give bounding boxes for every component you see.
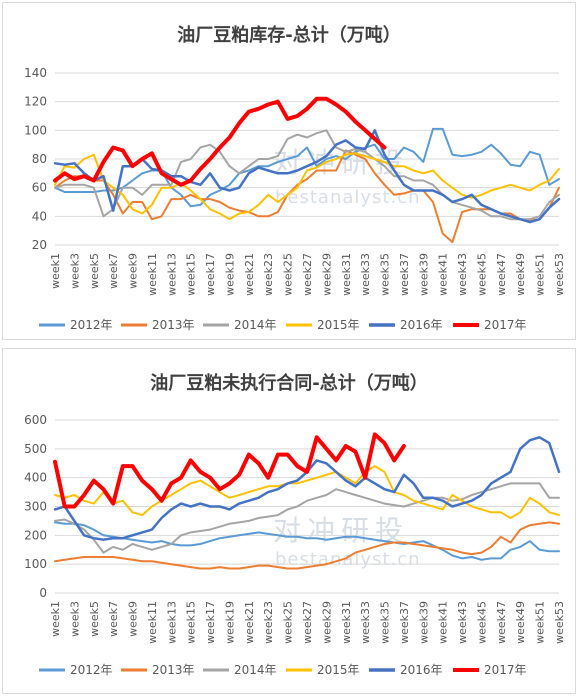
series-line-5: [53, 96, 387, 187]
x-tick-label: week27: [301, 601, 314, 644]
x-tick-label: week15: [185, 601, 198, 644]
y-tick-label: 600: [24, 413, 47, 427]
legend-label: 2014年: [234, 318, 277, 332]
series-line-0: [54, 127, 560, 208]
x-tick-label: week5: [88, 601, 101, 637]
watermark-en: bestanalyst.cn: [275, 187, 421, 208]
series-line-0: [54, 521, 560, 561]
x-tick-label: week27: [301, 253, 314, 296]
x-tick-label: week43: [456, 253, 469, 296]
x-tick-label: week37: [398, 601, 411, 644]
x-tick-label: week25: [282, 601, 295, 644]
y-tick-label: 140: [24, 66, 47, 80]
contracts-chart-title: 油厂豆粕未执行合同-总计（万吨）: [150, 373, 428, 394]
y-tick-label: 80: [32, 152, 47, 166]
x-tick-label: week31: [340, 253, 353, 296]
series-line-3: [54, 465, 560, 519]
y-tick-label: 0: [39, 586, 47, 600]
inventory-chart-panel: 油厂豆粕库存-总计（万吨） 对冲研投 bestanalyst.cn 20 40 60…: [2, 2, 576, 340]
x-tick-label: week47: [495, 601, 508, 644]
x-tick-label: week35: [379, 253, 392, 296]
y-tick-label: 400: [24, 471, 47, 485]
x-tick-label: week53: [553, 601, 566, 644]
x-tick-label: week39: [417, 601, 430, 644]
x-tick-label: week11: [146, 601, 159, 644]
series-line-4: [53, 436, 561, 541]
series-line-5: [53, 432, 406, 509]
x-tick-label: week33: [359, 253, 372, 296]
x-tick-label: week39: [417, 253, 430, 296]
x-tick-label: week47: [495, 253, 508, 296]
x-tick-label: week7: [107, 253, 120, 289]
x-tick-label: week33: [359, 601, 372, 644]
x-tick-label: week41: [437, 601, 450, 644]
x-tick-label: week3: [68, 253, 81, 289]
legend-label: 2012年: [70, 318, 113, 332]
x-tick-label: week45: [475, 253, 488, 296]
watermark-en: bestanalyst.cn: [275, 549, 421, 570]
x-tick-label: week13: [165, 253, 178, 296]
x-tick-label: week41: [437, 253, 450, 296]
contracts-chart-svg: 0 100 200 300 400 500 600 week1 week3 week5 week7 w…: [24, 413, 566, 677]
x-tick-label: week49: [514, 253, 527, 296]
legend-label: 2015年: [317, 663, 360, 677]
legend-label: 2013年: [152, 318, 195, 332]
x-tick-label: week7: [107, 601, 120, 637]
watermark-cn: 对冲研投: [273, 146, 410, 179]
y-tick-label: 100: [24, 123, 47, 137]
legend-label: 2015年: [317, 318, 360, 332]
y-tick-label: 500: [24, 442, 47, 456]
x-tick-label: week17: [204, 253, 217, 296]
x-tick-label: week13: [165, 601, 178, 644]
x-tick-label: week9: [127, 601, 140, 637]
x-tick-label: week21: [243, 253, 256, 296]
x-tick-label: week51: [534, 601, 547, 644]
x-tick-label: week25: [282, 253, 295, 296]
x-tick-label: week5: [88, 253, 101, 289]
series-line-1: [54, 521, 560, 570]
x-tick-label: week3: [68, 601, 81, 637]
y-tick-label: 100: [24, 557, 47, 571]
x-tick-label: week15: [185, 253, 198, 296]
x-tick-label: week17: [204, 601, 217, 644]
x-tick-label: week1: [49, 253, 62, 289]
legend-label: 2013年: [152, 663, 195, 677]
y-tick-label: 120: [24, 95, 47, 109]
contracts-chart-panel: 油厂豆粕未执行合同-总计（万吨） 对冲研投 bestanalyst.cn 0 10…: [2, 348, 576, 694]
x-tick-label: week29: [320, 253, 333, 296]
x-tick-label: week19: [223, 253, 236, 296]
x-tick-label: week31: [340, 601, 353, 644]
x-tick-label: week37: [398, 253, 411, 296]
y-tick-label: 200: [24, 528, 47, 542]
x-tick-label: week11: [146, 253, 159, 296]
x-tick-label: week51: [534, 253, 547, 296]
y-tick-label: 20: [32, 238, 47, 252]
x-tick-label: week43: [456, 601, 469, 644]
y-tick-label: 300: [24, 500, 47, 514]
legend-label: 2017年: [484, 318, 527, 332]
x-tick-label: week49: [514, 601, 527, 644]
legend-label: 2016年: [400, 663, 443, 677]
x-tick-label: week1: [49, 601, 62, 637]
x-tick-label: week29: [320, 601, 333, 644]
x-tick-label: week23: [262, 253, 275, 296]
y-tick-label: 60: [32, 181, 47, 195]
inventory-chart-svg: 20 40 60 80 100 120 140 week1 week3 week5 week7 wee…: [24, 66, 566, 332]
series-line-2: [54, 482, 560, 554]
legend-label: 2012年: [70, 663, 113, 677]
y-tick-label: 40: [32, 209, 47, 223]
x-tick-label: week45: [475, 601, 488, 644]
series-line-2: [54, 129, 560, 221]
x-tick-label: week35: [379, 601, 392, 644]
legend-label: 2017年: [484, 663, 527, 677]
x-tick-label: week53: [553, 253, 566, 296]
legend-label: 2016年: [400, 318, 443, 332]
inventory-chart-title: 油厂豆粕库存-总计（万吨）: [177, 25, 401, 46]
x-tick-label: week21: [243, 601, 256, 644]
x-tick-label: week9: [127, 253, 140, 289]
legend-label: 2014年: [234, 663, 277, 677]
x-tick-label: week19: [223, 601, 236, 644]
x-tick-label: week23: [262, 601, 275, 644]
